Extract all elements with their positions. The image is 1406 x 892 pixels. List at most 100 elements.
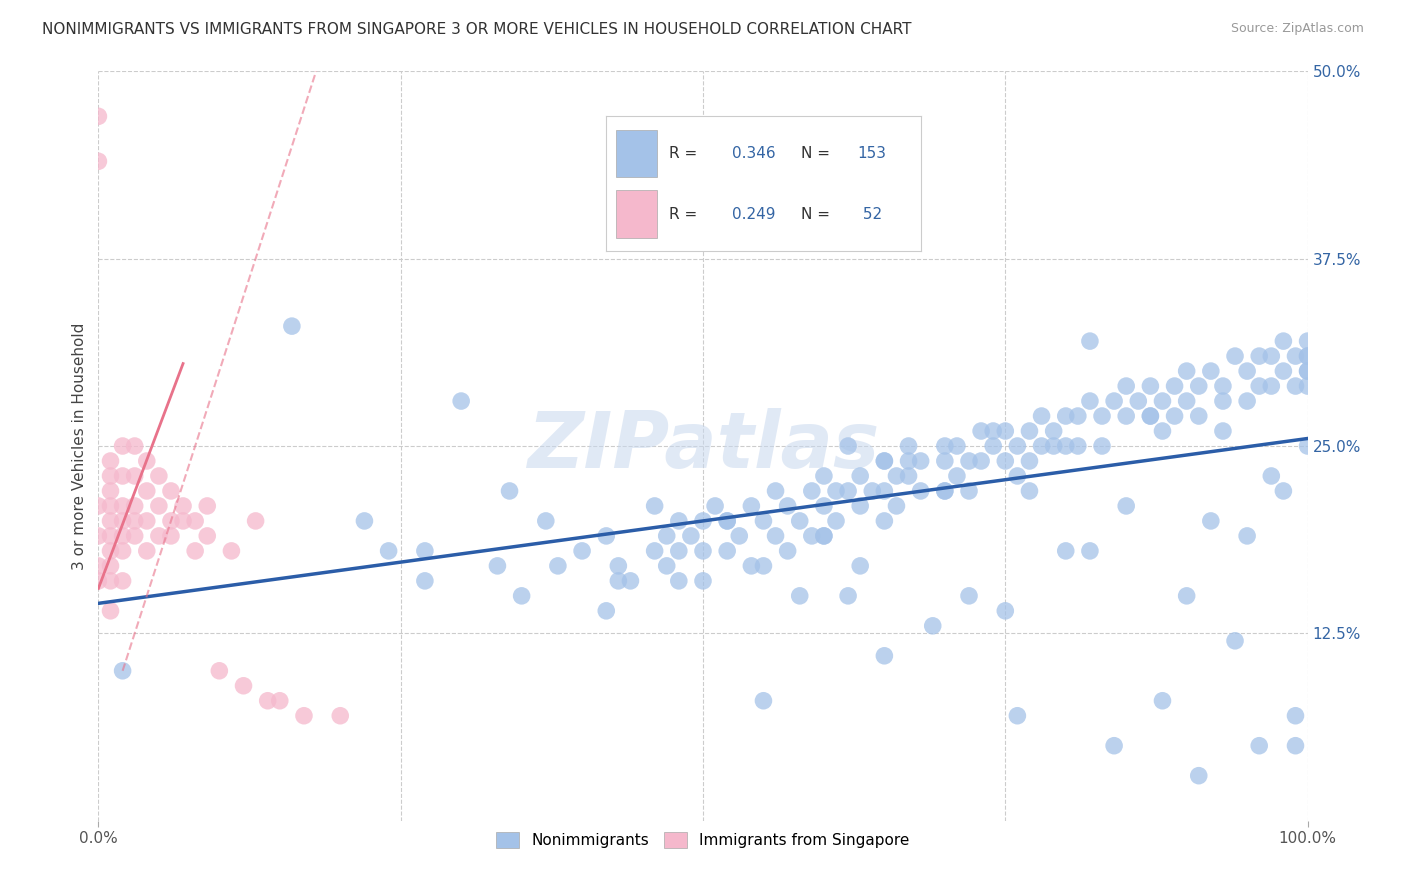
Point (789, 514, 811, 528)
Y-axis label: 3 or more Vehicles in Household: 3 or more Vehicles in Household (72, 322, 87, 570)
Point (752, 694, 775, 708)
Text: ZIPatlas: ZIPatlas (527, 408, 879, 484)
Point (1091, 409, 1114, 423)
Point (87, 558, 110, 573)
Point (1018, 454, 1040, 468)
Point (837, 589, 859, 603)
Point (1128, 394, 1150, 409)
Point (124, 469, 146, 483)
Point (1249, 739, 1271, 753)
Point (692, 574, 714, 588)
Point (813, 529, 835, 543)
Point (644, 499, 666, 513)
Point (813, 499, 835, 513)
Point (1272, 483, 1295, 498)
Point (1054, 409, 1077, 423)
Point (800, 483, 823, 498)
Point (1284, 708, 1306, 723)
Point (1139, 409, 1161, 423)
Point (1042, 424, 1064, 438)
Point (1284, 379, 1306, 393)
Point (1223, 349, 1246, 363)
Point (329, 708, 352, 723)
Point (148, 529, 170, 543)
Point (160, 514, 183, 528)
Point (1212, 424, 1234, 438)
Point (1175, 589, 1198, 603)
Point (100, 483, 122, 498)
Point (716, 514, 738, 528)
Point (1296, 349, 1319, 363)
Point (668, 574, 690, 588)
Point (1188, 769, 1211, 783)
Point (87, 529, 110, 543)
Point (981, 439, 1004, 453)
Point (860, 483, 883, 498)
Point (595, 529, 617, 543)
Point (1067, 439, 1090, 453)
Point (765, 529, 787, 543)
Point (1212, 379, 1234, 393)
Point (1139, 379, 1161, 393)
Point (910, 483, 932, 498)
Point (1296, 364, 1319, 378)
Point (1139, 409, 1161, 423)
Point (692, 544, 714, 558)
Point (87, 109, 110, 123)
Point (886, 469, 908, 483)
Point (135, 483, 157, 498)
Point (450, 394, 472, 409)
Point (934, 483, 956, 498)
Point (87, 499, 110, 513)
Point (789, 589, 811, 603)
Point (135, 514, 157, 528)
Point (655, 558, 678, 573)
Point (1296, 439, 1319, 453)
Point (1212, 394, 1234, 409)
Point (1152, 394, 1174, 409)
Point (813, 529, 835, 543)
Point (970, 424, 993, 438)
Point (655, 529, 678, 543)
Point (510, 589, 533, 603)
Point (957, 483, 980, 498)
Point (100, 454, 122, 468)
Point (1018, 424, 1040, 438)
Point (269, 694, 291, 708)
Point (281, 319, 304, 334)
Point (1078, 544, 1101, 558)
Point (716, 544, 738, 558)
Point (970, 454, 993, 468)
Point (1102, 394, 1125, 409)
Point (752, 558, 775, 573)
Text: Source: ZipAtlas.com: Source: ZipAtlas.com (1230, 22, 1364, 36)
Point (873, 514, 896, 528)
Point (184, 544, 207, 558)
Point (100, 574, 122, 588)
Point (1163, 409, 1185, 423)
Point (221, 544, 243, 558)
Point (413, 544, 436, 558)
Point (897, 454, 920, 468)
Point (957, 589, 980, 603)
Point (135, 544, 157, 558)
Point (1223, 633, 1246, 648)
Point (837, 483, 859, 498)
Point (644, 544, 666, 558)
Point (1115, 409, 1137, 423)
Point (498, 483, 520, 498)
Point (547, 558, 569, 573)
Point (1236, 529, 1258, 543)
Point (1078, 394, 1101, 409)
Point (849, 558, 872, 573)
Point (668, 544, 690, 558)
Point (1260, 379, 1282, 393)
Point (1078, 334, 1101, 348)
Point (1115, 379, 1137, 393)
Point (1249, 349, 1271, 363)
Point (124, 499, 146, 513)
Point (1296, 334, 1319, 348)
Point (100, 514, 122, 528)
Point (571, 544, 593, 558)
Point (813, 469, 835, 483)
